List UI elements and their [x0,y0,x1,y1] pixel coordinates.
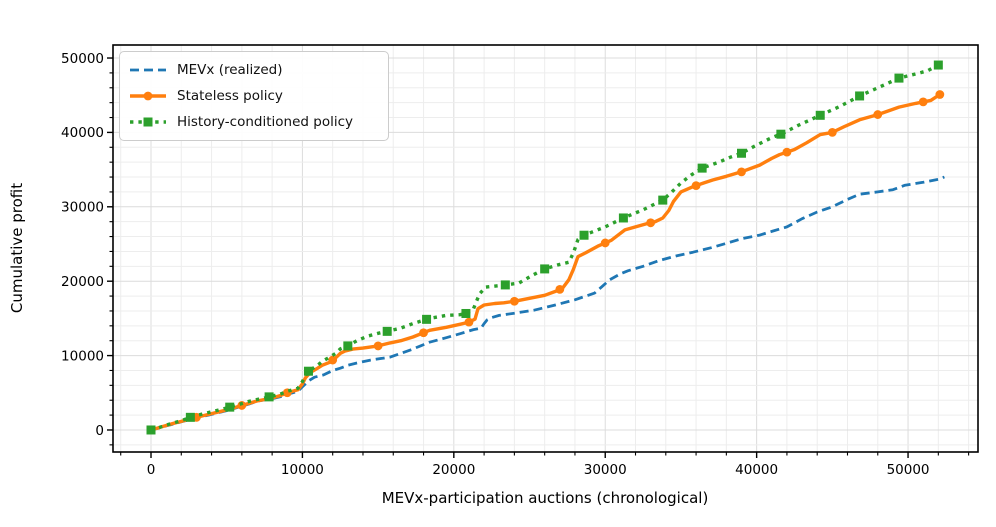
square-marker [225,402,235,412]
square-marker [618,213,628,223]
series-mevx-realized- [150,175,945,432]
circle-marker [918,97,928,107]
circle-marker [328,355,338,365]
square-marker [185,412,195,422]
circle-marker [509,296,519,306]
square-marker [264,392,274,402]
square-marker [579,230,589,240]
square-marker [933,60,943,70]
circle-marker [827,128,837,137]
axis-ticks: 0 10000 20000 30000 40000 50000 0 10000 20000 300… [61,51,970,478]
circle-marker [419,328,428,338]
legend-item-stateless-policy: Stateless policy [129,84,378,108]
legend-item-history-conditioned-policy: History-conditioned policy [129,110,378,134]
series-stateless-policy [146,90,945,435]
square-marker [461,308,471,318]
square-marker [697,163,707,173]
legend: MEVx (realized) Stateless policy History… [119,51,389,141]
y-tick-label: 40000 [61,125,104,141]
legend-label: MEVx (realized) [177,62,283,78]
square-marker [540,264,550,274]
square-marker [894,73,904,83]
dashed-line-sample-icon [130,68,166,72]
square-marker [815,110,825,120]
square-marker [658,195,668,205]
plot-border [112,44,979,453]
square-marker [500,280,510,290]
x-tick-label: 0 [147,462,156,478]
legend-item-mevx-realized: MEVx (realized) [129,58,378,82]
y-tick-label: 10000 [61,348,104,364]
x-tick-label: 30000 [584,462,627,478]
circle-marker [691,181,701,191]
circle-marker [782,147,792,157]
square-marker [146,425,156,435]
square-marker [855,91,865,101]
legend-label: Stateless policy [177,88,283,104]
circle-marker [646,218,656,228]
y-axis-label: Cumulative profit [8,183,26,313]
circle-marker [373,341,383,351]
solid-line-circle-sample-icon [130,91,166,101]
square-marker [343,341,353,351]
y-tick-label: 20000 [61,274,104,290]
circle-marker [737,167,746,177]
x-tick-label: 20000 [432,462,475,478]
y-tick-label: 0 [95,423,104,439]
square-marker [303,366,313,376]
circle-marker [873,110,883,119]
legend-label: History-conditioned policy [177,114,353,130]
dotted-line-square-sample-icon [130,117,166,127]
square-marker [422,314,432,324]
x-tick-label: 50000 [887,462,930,478]
x-axis-label: MEVx-participation auctions (chronologic… [382,489,709,507]
square-marker [776,129,786,139]
circle-marker [935,90,945,99]
y-tick-label: 50000 [61,51,104,67]
circle-marker [555,284,565,294]
series-history-conditioned-policy [146,60,943,435]
circle-marker [464,317,474,327]
circle-marker [600,238,610,248]
y-tick-label: 30000 [61,200,104,216]
x-tick-label: 10000 [281,462,324,478]
square-marker [382,326,392,336]
square-marker [736,148,746,158]
x-tick-label: 40000 [735,462,778,478]
